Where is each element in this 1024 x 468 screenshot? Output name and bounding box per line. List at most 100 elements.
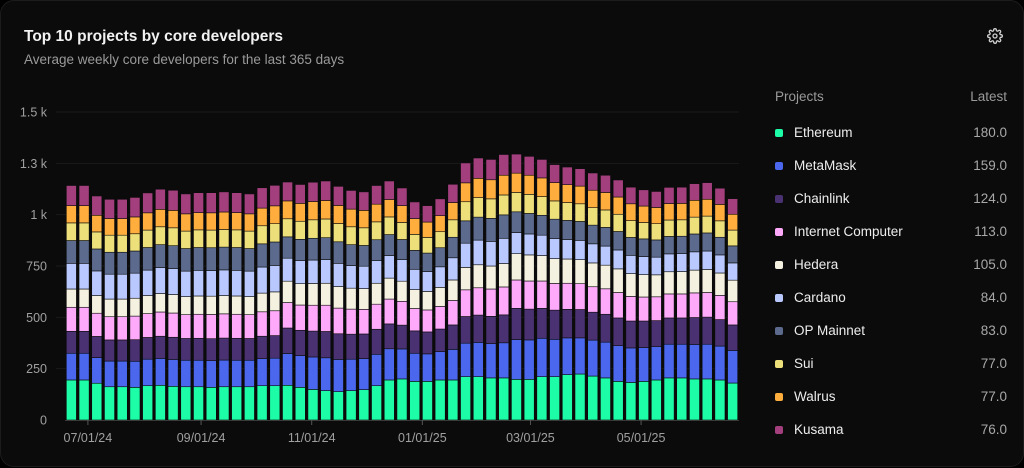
bar-segment-walrus [116,218,128,236]
gear-icon[interactable] [987,28,1003,44]
bar-segment-op-mainnet [676,235,688,254]
bar-segment-walrus [511,172,522,193]
legend-item[interactable]: MetaMask 159.0 [775,149,1007,182]
bar-segment-walrus [104,218,115,236]
bar-segment-metamask [91,357,103,384]
legend-item-latest: 113.0 [974,224,1007,239]
bar-segment-cardano [320,259,332,284]
bar-segment-op-mainnet [155,244,166,268]
bar-segment-metamask [167,359,179,387]
bar-segment-hedera [282,280,293,303]
bar-segment-chainlink [536,307,548,339]
legend-item[interactable]: Walrus 77.0 [775,380,1007,413]
legend-item[interactable]: Ethereum 180.0 [775,116,1007,149]
bar-segment-chainlink [371,328,382,355]
bar-segment-internet-computer [625,296,637,322]
bar-segment-metamask [422,353,433,382]
legend-item[interactable]: Kusama 76.0 [775,413,1007,446]
bar-segment-internet-computer [104,316,115,341]
bar-segment-metamask [244,359,255,388]
bar-segment-op-mainnet [485,218,497,242]
bar-segment-walrus [345,208,357,228]
bar-segment-cardano [358,265,370,289]
bar-segment-cardano [600,245,611,266]
bar-segment-chainlink [104,339,115,362]
bar-segment-hedera [104,298,115,318]
bar-segment-kusama [689,183,700,201]
bar-segment-walrus [600,192,611,211]
bar-segment-sui [333,223,344,243]
legend-item[interactable]: OP Mainnet 83.0 [775,314,1007,347]
bar-segment-op-mainnet [511,211,522,233]
legend-item[interactable]: Chainlink 124.0 [775,182,1007,215]
bar-segment-walrus [587,189,599,208]
bar-segment-hedera [129,297,141,317]
bar-segment-cardano [333,263,344,287]
bar-segment-metamask [205,360,217,388]
bar-segment-cardano [498,237,510,264]
bar-segment-sui [561,202,573,221]
bar-segment-kusama [256,187,268,209]
bar-segment-metamask [447,349,459,381]
legend: Projects Latest Ethereum 180.0 MetaMask 159… [775,89,1007,446]
legend-item[interactable]: Internet Computer 113.0 [775,215,1007,248]
bar-segment-hedera [498,263,510,288]
bar-segment-kusama [511,153,522,174]
bar-segment-kusama [383,180,395,200]
bar-segment-cardano [434,266,446,288]
bar-segment-sui [549,200,560,220]
bar-segment-sui [78,222,90,241]
bar-segment-kusama [155,188,166,210]
bar-segment-sui [371,221,382,241]
bar-segment-hedera [371,282,382,305]
bar-segment-cardano [587,243,599,264]
legend-item[interactable]: Cardano 84.0 [775,281,1007,314]
bar-segment-internet-computer [155,311,166,337]
bar-segment-walrus [269,205,281,225]
bar-segment-chainlink [727,324,738,351]
bar-segment-hedera [422,291,433,311]
bar-segment-kusama [396,187,408,206]
bar-segment-op-mainnet [256,243,268,268]
bar-segment-sui [205,229,217,249]
bar-segment-chainlink [129,339,141,362]
legend-item[interactable]: Sui 77.0 [775,347,1007,380]
bar-segment-internet-computer [434,306,446,330]
bar-segment-hedera [358,288,370,310]
bar-segment-sui [485,198,497,219]
bar-segment-walrus [142,212,154,231]
bar-segment-op-mainnet [345,244,357,266]
bar-segment-kusama [66,185,77,206]
bar-segment-internet-computer [142,313,154,338]
bar-segment-cardano [383,255,395,279]
bar-segment-cardano [78,263,90,290]
bar-segment-internet-computer [460,289,471,317]
bar-segment-ethereum [523,379,535,421]
bar-segment-sui [256,225,268,245]
legend-item-name: Kusama [794,422,844,437]
bar-segment-chainlink [231,337,243,361]
bar-segment-cardano [536,234,548,256]
bar-segment-chainlink [663,317,675,345]
legend-item[interactable]: Hedera 105.0 [775,248,1007,281]
bar-segment-op-mainnet [701,232,713,252]
bar-segment-sui [689,216,700,235]
bar-segment-internet-computer [650,296,662,321]
bar-segment-hedera [396,280,408,302]
bar-segment-cardano [561,239,573,260]
bar-segment-ethereum [358,389,370,421]
bar-segment-hedera [205,295,217,315]
bar-segment-metamask [574,337,586,375]
bar-segment-cardano [523,233,535,256]
bar-segment-walrus [447,202,459,221]
bar-segment-ethereum [78,379,90,421]
bar-segment-cardano [485,241,497,267]
bar-segment-op-mainnet [574,221,586,241]
y-tick-label: 0 [40,414,47,428]
bar-segment-kusama [269,185,281,207]
bar-segment-chainlink [612,317,624,346]
bar-segment-op-mainnet [282,236,293,259]
bar-segment-internet-computer [282,302,293,329]
bar-segment-op-mainnet [472,216,484,241]
bar-segment-internet-computer [129,315,141,341]
